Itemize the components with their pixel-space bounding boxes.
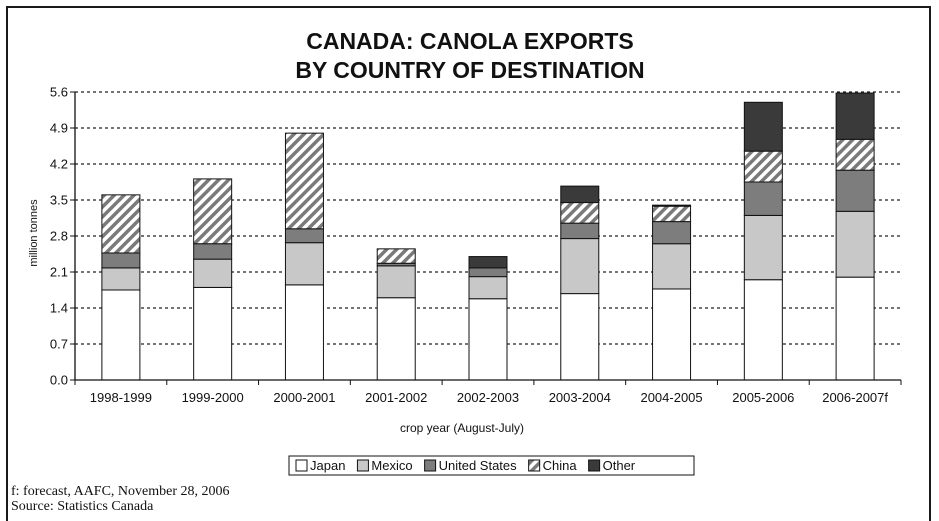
bar-segment-united-states (468, 267, 508, 278)
x-tick-label: 2001-2002 (365, 390, 427, 405)
axes (74, 92, 901, 381)
bar-segment-japan (835, 276, 875, 381)
footnote-forecast: f: forecast, AAFC, November 28, 2006 (11, 484, 230, 499)
x-tick-label: 2003-2004 (549, 390, 611, 405)
x-tick-label: 1998-1999 (90, 390, 152, 405)
y-tick-label: 3.5 (50, 193, 68, 208)
bar-segment-japan (468, 298, 508, 381)
x-axis-ticks: 1998-1999 1999-2000 2000-2001 2001-2002 2002… (74, 380, 902, 405)
bar-segment-china (376, 248, 416, 264)
bar-segment-united-states (101, 252, 141, 269)
bar-segment-united-states (193, 243, 233, 260)
bar-segment-other (652, 204, 692, 207)
bar-segment-china (101, 194, 141, 254)
bar-segment-japan (193, 286, 233, 381)
bar-segment-mexico (193, 258, 233, 288)
bar-segment-china (284, 132, 324, 230)
y-tick-label: 0.7 (50, 337, 68, 352)
bar-segment-other (560, 185, 600, 204)
bar-segment-japan (376, 297, 416, 381)
bar-segment-mexico (652, 243, 692, 290)
bar-segment-china (560, 202, 600, 224)
x-tick-label: 2000-2001 (273, 390, 335, 405)
legend-label: Japan (310, 458, 345, 473)
x-tick-label: 2004-2005 (640, 390, 702, 405)
y-tick-label: 5.6 (50, 85, 68, 100)
x-axis-label: crop year (August-July) (400, 421, 524, 435)
bar-segment-united-states (743, 181, 783, 216)
bar-segment-china (835, 138, 875, 171)
bar-segment-china (743, 150, 783, 183)
bar-segment-other (468, 256, 508, 269)
bar-segment-japan (284, 284, 324, 381)
bar-segment-japan (560, 293, 600, 381)
y-axis-label: million tonnes (28, 199, 40, 267)
chart-title-line1: CANADA: CANOLA EXPORTS (306, 28, 634, 54)
x-tick-label: 1999-2000 (182, 390, 244, 405)
bar-segment-united-states (652, 221, 692, 245)
y-tick-label: 2.8 (50, 229, 68, 244)
legend-swatch-united-states (424, 459, 437, 472)
x-tick-label: 2006-2007f (822, 390, 888, 405)
bar-segment-mexico (376, 265, 416, 299)
footnote-source: Source: Statistics Canada (11, 499, 154, 514)
legend-swatch-japan (295, 459, 308, 472)
bar-segment-japan (101, 289, 141, 381)
legend: Japan Mexico United States China Other (288, 455, 695, 476)
bar-segment-mexico (560, 238, 600, 295)
chart-title-line2: BY COUNTRY OF DESTINATION (295, 57, 644, 83)
bar-segment-japan (743, 279, 783, 381)
chart-frame (6, 6, 931, 521)
x-tick-label: 2005-2006 (732, 390, 794, 405)
y-tick-label: 1.4 (50, 301, 68, 316)
bars (101, 92, 875, 381)
y-tick-label: 0.0 (50, 373, 68, 388)
y-axis-ticks: 0.0 0.7 1.4 2.1 2.8 3.5 4.2 4.9 5.6 (50, 85, 75, 388)
bar-segment-mexico (835, 210, 875, 278)
bar-segment-mexico (743, 214, 783, 281)
bar-segment-japan (652, 288, 692, 381)
legend-swatch-mexico (356, 459, 369, 472)
bar-segment-china (652, 205, 692, 223)
bar-segment-other (743, 101, 783, 152)
bar-segment-other (835, 92, 875, 140)
legend-swatch-other (588, 459, 601, 472)
bar-segment-mexico (468, 276, 508, 300)
bar-segment-united-states (284, 228, 324, 244)
legend-label: China (543, 458, 578, 473)
bar-segment-united-states (560, 222, 600, 240)
bar-segment-china (193, 178, 233, 245)
legend-label: United States (439, 458, 518, 473)
bar-segment-mexico (284, 242, 324, 286)
bar-segment-united-states (835, 169, 875, 212)
bar-segment-mexico (101, 267, 141, 291)
y-tick-label: 4.9 (50, 121, 68, 136)
legend-label: Other (603, 458, 636, 473)
legend-label: Mexico (371, 458, 412, 473)
y-tick-label: 4.2 (50, 157, 68, 172)
legend-swatch-china (528, 459, 541, 472)
x-tick-label: 2002-2003 (457, 390, 519, 405)
y-tick-label: 2.1 (50, 265, 68, 280)
